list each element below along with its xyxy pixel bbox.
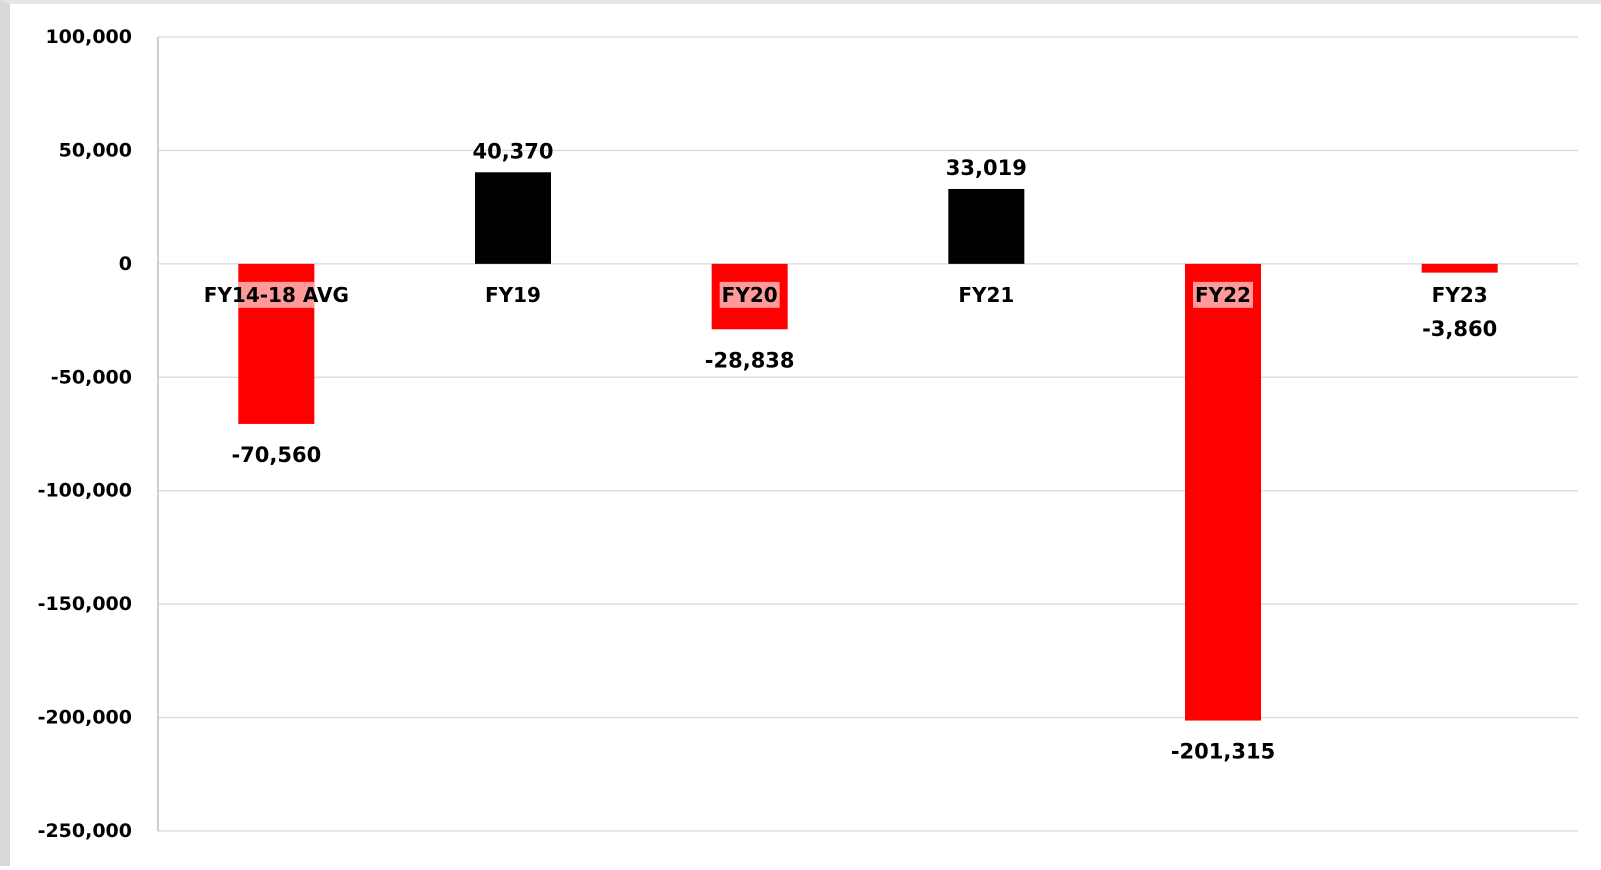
y-tick-label: -250,000 bbox=[38, 820, 132, 842]
y-tick-label: 0 bbox=[119, 253, 132, 275]
category-label: FY21 bbox=[958, 283, 1014, 307]
category-label: FY20 bbox=[722, 283, 778, 307]
category-label-highlight bbox=[238, 281, 315, 308]
data-label: -3,860 bbox=[1422, 317, 1497, 341]
category-label-highlight bbox=[1193, 281, 1253, 308]
data-label: 40,370 bbox=[472, 139, 553, 163]
y-tick-label: -150,000 bbox=[38, 593, 132, 615]
y-tick-label: -100,000 bbox=[38, 480, 132, 502]
y-tick-label: 50,000 bbox=[59, 139, 132, 161]
category-label: FY14-18 AVG bbox=[204, 283, 349, 307]
bar-fy21 bbox=[948, 188, 1025, 264]
category-label: FY23 bbox=[1432, 283, 1488, 307]
data-label: 33,019 bbox=[946, 156, 1027, 180]
data-label: -201,315 bbox=[1171, 740, 1275, 764]
y-tick-label: -200,000 bbox=[38, 707, 132, 729]
gridlines bbox=[158, 36, 1578, 832]
category-label-highlight bbox=[719, 281, 780, 308]
y-axis: 100,000 50,000 0 -50,000 -100,000 -150,000 -20… bbox=[38, 26, 159, 842]
bar-fy19 bbox=[475, 172, 551, 264]
bar-chart: 100,000 50,000 0 -50,000 -100,000 -150,000 -20… bbox=[38, 26, 1578, 842]
data-label: -28,838 bbox=[705, 348, 795, 372]
data-label: -70,560 bbox=[231, 443, 321, 467]
bar-fy23 bbox=[1421, 263, 1498, 273]
data-labels: -70,560 40,370 -28,838 33,019 -201,315 -3,860 bbox=[231, 139, 1497, 763]
y-tick-label: 100,000 bbox=[45, 26, 132, 48]
bar-fy22 bbox=[1185, 263, 1261, 721]
category-labels: FY14-18 AVG FY19 FY20 FY21 FY22 FY23 bbox=[204, 281, 1488, 308]
bars bbox=[238, 172, 1498, 721]
y-tick-label: -50,000 bbox=[51, 366, 132, 388]
category-label: FY19 bbox=[485, 283, 541, 307]
category-label: FY22 bbox=[1195, 283, 1251, 307]
